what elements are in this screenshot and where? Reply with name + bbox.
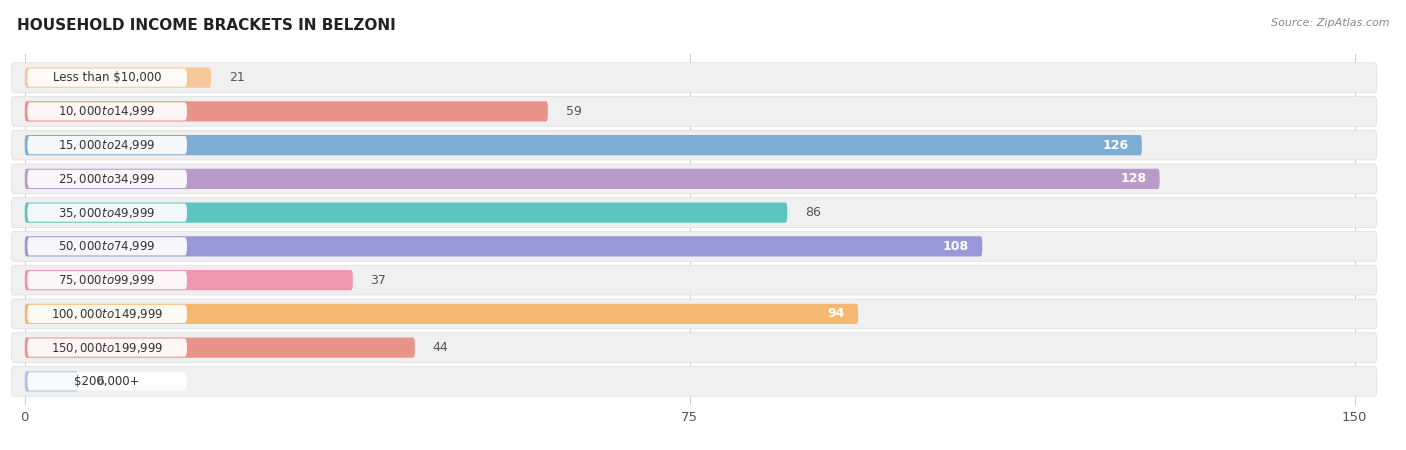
FancyBboxPatch shape <box>25 101 548 122</box>
FancyBboxPatch shape <box>11 96 1376 126</box>
Text: 6: 6 <box>96 375 104 388</box>
FancyBboxPatch shape <box>28 203 187 222</box>
FancyBboxPatch shape <box>25 338 415 358</box>
Text: $25,000 to $34,999: $25,000 to $34,999 <box>59 172 156 186</box>
Text: 108: 108 <box>943 240 969 253</box>
FancyBboxPatch shape <box>28 372 187 391</box>
FancyBboxPatch shape <box>28 305 187 323</box>
FancyBboxPatch shape <box>28 338 187 357</box>
FancyBboxPatch shape <box>25 236 983 256</box>
FancyBboxPatch shape <box>11 63 1376 92</box>
Text: 37: 37 <box>371 274 387 287</box>
Text: 128: 128 <box>1121 172 1146 185</box>
FancyBboxPatch shape <box>11 231 1376 261</box>
FancyBboxPatch shape <box>28 271 187 289</box>
FancyBboxPatch shape <box>11 198 1376 227</box>
FancyBboxPatch shape <box>28 68 187 87</box>
FancyBboxPatch shape <box>25 304 858 324</box>
Text: $75,000 to $99,999: $75,000 to $99,999 <box>59 273 156 287</box>
FancyBboxPatch shape <box>11 265 1376 295</box>
Text: $150,000 to $199,999: $150,000 to $199,999 <box>51 341 163 355</box>
Text: $35,000 to $49,999: $35,000 to $49,999 <box>59 206 156 220</box>
Text: $10,000 to $14,999: $10,000 to $14,999 <box>59 104 156 118</box>
Text: 94: 94 <box>828 307 845 320</box>
Text: $15,000 to $24,999: $15,000 to $24,999 <box>59 138 156 152</box>
Text: $100,000 to $149,999: $100,000 to $149,999 <box>51 307 163 321</box>
FancyBboxPatch shape <box>25 202 787 223</box>
FancyBboxPatch shape <box>11 299 1376 328</box>
Text: Less than $10,000: Less than $10,000 <box>53 71 162 84</box>
FancyBboxPatch shape <box>11 164 1376 194</box>
Text: 86: 86 <box>806 206 821 219</box>
Text: 59: 59 <box>565 105 582 118</box>
FancyBboxPatch shape <box>25 135 1142 155</box>
FancyBboxPatch shape <box>11 130 1376 160</box>
FancyBboxPatch shape <box>25 270 353 290</box>
FancyBboxPatch shape <box>28 170 187 188</box>
Text: $200,000+: $200,000+ <box>75 375 141 388</box>
Text: $50,000 to $74,999: $50,000 to $74,999 <box>59 239 156 253</box>
FancyBboxPatch shape <box>28 102 187 121</box>
FancyBboxPatch shape <box>25 68 211 88</box>
FancyBboxPatch shape <box>28 237 187 256</box>
FancyBboxPatch shape <box>25 169 1160 189</box>
Text: HOUSEHOLD INCOME BRACKETS IN BELZONI: HOUSEHOLD INCOME BRACKETS IN BELZONI <box>17 18 395 33</box>
Text: Source: ZipAtlas.com: Source: ZipAtlas.com <box>1271 18 1389 28</box>
FancyBboxPatch shape <box>25 371 77 392</box>
FancyBboxPatch shape <box>28 136 187 154</box>
Text: 44: 44 <box>433 341 449 354</box>
Text: 21: 21 <box>229 71 245 84</box>
FancyBboxPatch shape <box>11 366 1376 396</box>
FancyBboxPatch shape <box>11 333 1376 363</box>
Text: 126: 126 <box>1102 139 1129 152</box>
